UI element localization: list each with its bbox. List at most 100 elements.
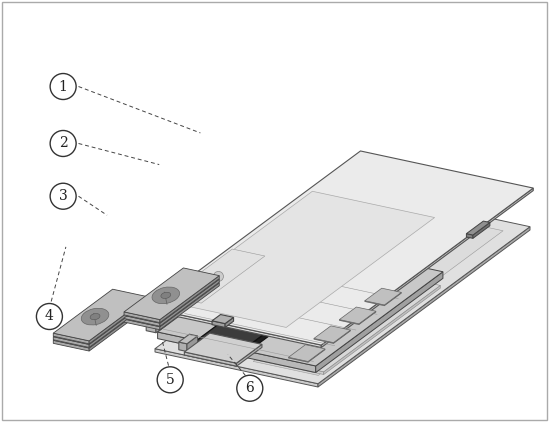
- Polygon shape: [53, 337, 89, 347]
- Ellipse shape: [152, 291, 180, 307]
- Polygon shape: [146, 324, 156, 333]
- Polygon shape: [169, 249, 265, 303]
- Polygon shape: [237, 344, 262, 366]
- Polygon shape: [333, 330, 350, 344]
- Polygon shape: [293, 265, 322, 282]
- Polygon shape: [339, 319, 359, 325]
- Polygon shape: [289, 345, 325, 362]
- Polygon shape: [365, 288, 401, 305]
- Ellipse shape: [161, 292, 171, 298]
- Polygon shape: [263, 310, 337, 362]
- Circle shape: [50, 130, 76, 157]
- Polygon shape: [321, 214, 350, 232]
- Ellipse shape: [90, 321, 100, 327]
- Polygon shape: [304, 319, 378, 371]
- Polygon shape: [191, 279, 326, 354]
- Polygon shape: [289, 357, 308, 362]
- Ellipse shape: [152, 294, 180, 311]
- Ellipse shape: [90, 314, 100, 320]
- Circle shape: [237, 375, 263, 401]
- Polygon shape: [124, 268, 219, 319]
- Polygon shape: [365, 301, 384, 306]
- Polygon shape: [164, 191, 435, 327]
- Polygon shape: [255, 357, 324, 375]
- Polygon shape: [342, 219, 371, 236]
- Polygon shape: [272, 261, 301, 278]
- Polygon shape: [53, 289, 148, 341]
- Polygon shape: [53, 293, 148, 344]
- Text: 4: 4: [45, 309, 54, 324]
- Polygon shape: [467, 221, 490, 235]
- Polygon shape: [286, 315, 360, 367]
- Polygon shape: [314, 338, 333, 344]
- Polygon shape: [316, 272, 443, 373]
- Polygon shape: [89, 304, 148, 351]
- Polygon shape: [160, 283, 219, 330]
- Polygon shape: [184, 352, 237, 366]
- Polygon shape: [158, 238, 443, 366]
- Polygon shape: [318, 227, 530, 387]
- Polygon shape: [314, 326, 350, 343]
- Polygon shape: [179, 334, 198, 344]
- Polygon shape: [156, 317, 169, 333]
- Polygon shape: [302, 239, 330, 256]
- Ellipse shape: [81, 315, 109, 332]
- Polygon shape: [236, 289, 326, 360]
- Polygon shape: [124, 271, 219, 323]
- Polygon shape: [160, 276, 219, 323]
- Polygon shape: [323, 243, 352, 260]
- Polygon shape: [124, 319, 160, 330]
- Polygon shape: [473, 222, 490, 238]
- Polygon shape: [353, 221, 382, 238]
- Polygon shape: [281, 314, 355, 366]
- Polygon shape: [257, 308, 331, 361]
- Polygon shape: [148, 151, 533, 345]
- Polygon shape: [274, 312, 349, 365]
- Polygon shape: [191, 345, 236, 360]
- Polygon shape: [359, 311, 376, 325]
- Polygon shape: [321, 188, 533, 348]
- Polygon shape: [225, 317, 233, 327]
- Polygon shape: [312, 241, 341, 258]
- Text: 1: 1: [59, 79, 68, 94]
- Polygon shape: [148, 308, 321, 348]
- Polygon shape: [292, 236, 320, 254]
- Polygon shape: [324, 285, 440, 375]
- Polygon shape: [89, 300, 148, 347]
- Polygon shape: [308, 349, 325, 362]
- Ellipse shape: [161, 296, 171, 302]
- Ellipse shape: [81, 312, 109, 329]
- Polygon shape: [124, 312, 160, 323]
- Polygon shape: [310, 320, 384, 372]
- Polygon shape: [89, 297, 148, 344]
- Polygon shape: [179, 342, 187, 352]
- Polygon shape: [124, 275, 219, 327]
- Polygon shape: [215, 296, 321, 358]
- Polygon shape: [262, 258, 290, 276]
- Polygon shape: [212, 314, 233, 324]
- Ellipse shape: [90, 317, 100, 323]
- Text: 3: 3: [59, 189, 68, 203]
- Circle shape: [214, 271, 223, 281]
- Ellipse shape: [81, 308, 109, 325]
- Polygon shape: [467, 234, 473, 238]
- Polygon shape: [187, 336, 198, 352]
- Polygon shape: [158, 332, 316, 373]
- Polygon shape: [124, 316, 160, 326]
- Circle shape: [36, 303, 63, 330]
- Polygon shape: [298, 317, 372, 370]
- Polygon shape: [255, 271, 440, 372]
- Polygon shape: [184, 333, 262, 363]
- Polygon shape: [169, 286, 284, 350]
- Polygon shape: [332, 217, 360, 234]
- Polygon shape: [146, 315, 169, 326]
- Text: 5: 5: [166, 373, 175, 387]
- Polygon shape: [253, 275, 435, 376]
- Circle shape: [50, 73, 76, 100]
- Polygon shape: [268, 311, 343, 364]
- Polygon shape: [160, 279, 219, 326]
- Polygon shape: [155, 349, 318, 387]
- Circle shape: [157, 367, 183, 393]
- Polygon shape: [212, 321, 225, 327]
- Polygon shape: [283, 263, 311, 280]
